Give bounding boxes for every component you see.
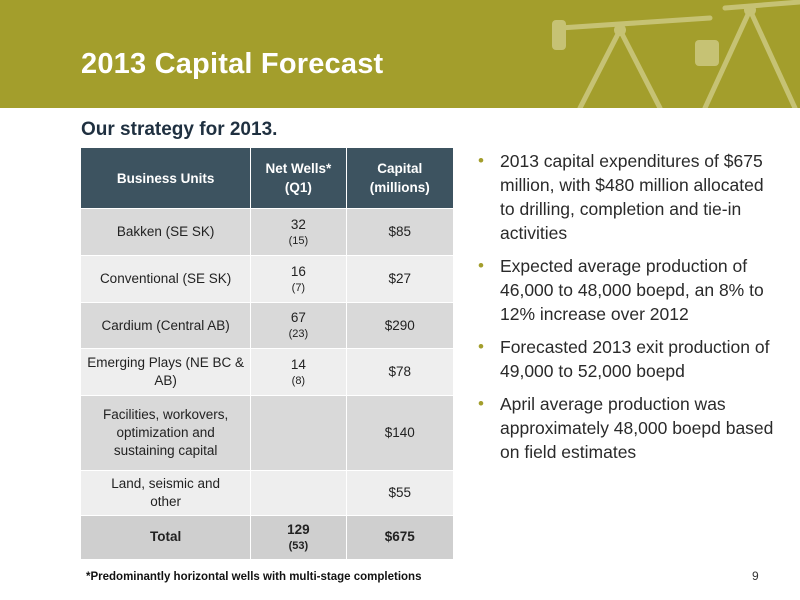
footnote: *Predominantly horizontal wells with mul…: [86, 571, 422, 583]
capital-cell: $55: [346, 470, 453, 516]
bullet-item: • 2013 capital expenditures of $675 milli…: [478, 151, 764, 243]
page-number: 9: [752, 569, 759, 583]
total-label-cell: Total: [81, 515, 252, 559]
table-row: Facilities, workovers, optimization and …: [81, 395, 453, 471]
business-unit-cell: Emerging Plays (NE BC & AB): [81, 348, 252, 396]
table-row: Cardium (Central AB) 67 (23) $290: [81, 302, 453, 349]
bullet-dot-icon: •: [478, 256, 484, 275]
business-unit-cell: Bakken (SE SK): [81, 208, 252, 256]
net-wells-cell: 16 (7): [250, 255, 347, 303]
business-unit-cell: Facilities, workovers, optimization and …: [81, 395, 252, 471]
net-wells-cell: 32 (15): [250, 208, 347, 256]
capital-cell: $290: [346, 302, 453, 349]
strategy-bullet-list: • 2013 capital expenditures of $675 milli…: [478, 149, 778, 473]
bullet-item: • Expected average production of 46,000 t…: [478, 256, 764, 324]
table-header-row: Business Units Net Wells* (Q1) Capital (…: [81, 148, 453, 209]
bullet-item: • Forecasted 2013 exit production of 49,0…: [478, 337, 770, 381]
business-unit-cell: Conventional (SE SK): [81, 255, 252, 303]
table-row: Emerging Plays (NE BC & AB) 14 (8) $78: [81, 348, 453, 396]
net-wells-cell: [250, 395, 347, 471]
capital-forecast-table: Business Units Net Wells* (Q1) Capital (…: [81, 148, 453, 559]
total-row: Total 129 (53) $675: [81, 515, 453, 559]
header-business-units: Business Units: [81, 148, 252, 209]
title-banner: 2013 Capital Forecast: [0, 0, 800, 108]
oil-pumpjack-graphic: [552, 0, 800, 108]
total-capital-cell: $675: [346, 515, 453, 559]
net-wells-cell: 67 (23): [250, 302, 347, 349]
total-wells-cell: 129 (53): [250, 515, 347, 559]
table-row: Land, seismic and other $55: [81, 470, 453, 516]
bullet-dot-icon: •: [478, 337, 484, 356]
table-row: Conventional (SE SK) 16 (7) $27: [81, 255, 453, 303]
header-capital: Capital (millions): [346, 148, 453, 209]
capital-cell: $27: [346, 255, 453, 303]
bullet-dot-icon: •: [478, 151, 484, 170]
net-wells-cell: [250, 470, 347, 516]
bullet-dot-icon: •: [478, 394, 484, 413]
header-net-wells: Net Wells* (Q1): [250, 148, 347, 209]
business-unit-cell: Land, seismic and other: [81, 470, 252, 516]
capital-cell: $85: [346, 208, 453, 256]
bullet-item: • April average production was approximat…: [478, 394, 774, 462]
slide-title: 2013 Capital Forecast: [81, 48, 384, 80]
net-wells-cell: 14 (8): [250, 348, 347, 396]
table-row: Bakken (SE SK) 32 (15) $85: [81, 208, 453, 256]
business-unit-cell: Cardium (Central AB): [81, 302, 252, 349]
capital-cell: $140: [346, 395, 453, 471]
slide-subtitle: Our strategy for 2013.: [81, 119, 278, 140]
capital-cell: $78: [346, 348, 453, 396]
